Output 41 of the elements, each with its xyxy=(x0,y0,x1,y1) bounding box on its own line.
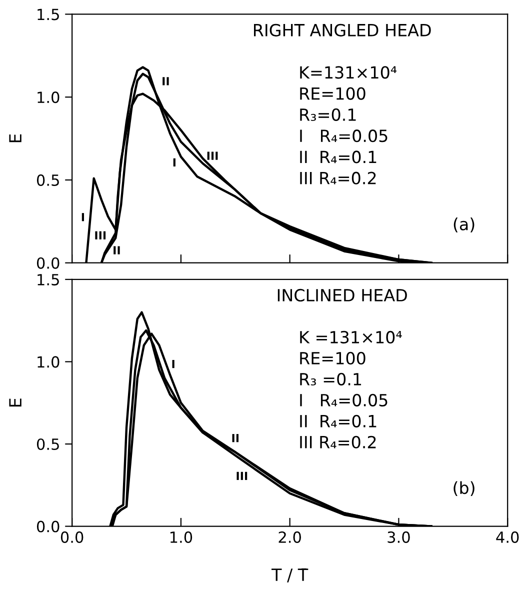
y-axis-title: E xyxy=(9,134,22,142)
y-tick-label: 1.0 xyxy=(38,92,60,104)
y-tick-label: 1.0 xyxy=(38,356,60,368)
annotation: II xyxy=(114,246,120,254)
annotation: I xyxy=(173,158,176,166)
annotation: R₃ =0.1 xyxy=(300,372,362,386)
annotation: I R₄=0.05 xyxy=(300,394,388,406)
x-tick-label: 2.0 xyxy=(278,531,301,543)
annotation: III xyxy=(95,231,106,240)
y-tick-label: 1.5 xyxy=(38,274,59,286)
annotation: II xyxy=(232,434,238,442)
annotation: III xyxy=(236,472,248,480)
annotation: I xyxy=(82,213,84,222)
annotation: K =131×10⁴ xyxy=(300,330,402,344)
annotation: II R₄=0.1 xyxy=(300,150,376,164)
x-tick-label: 0.0 xyxy=(60,531,84,543)
annotation: RE=100 xyxy=(300,87,366,100)
annotation: III xyxy=(207,152,218,160)
annotation: III R₄=0.2 xyxy=(300,436,376,448)
chart-title: RIGHT ANGLED HEAD xyxy=(254,24,431,36)
annotation: II R₄=0.1 xyxy=(300,414,376,428)
annotation: II xyxy=(162,77,169,86)
y-tick-label: 1.5 xyxy=(38,8,59,20)
annotation: I R₄=0.05 xyxy=(300,130,388,142)
x-tick-label: 4.0 xyxy=(496,531,519,543)
x-tick-label: 1.0 xyxy=(170,531,192,543)
annotation: I xyxy=(172,360,174,368)
y-tick-label: 0.0 xyxy=(36,257,60,269)
y-tick-label: 0.5 xyxy=(36,438,59,450)
annotation: RE=100 xyxy=(300,352,366,364)
annotation: R₃=0.1 xyxy=(300,108,356,121)
y-tick-label: 0.0 xyxy=(36,520,60,532)
annotation: III R₄=0.2 xyxy=(300,172,376,184)
y-tick-label: 0.5 xyxy=(36,174,59,186)
x-axis-title: T / T̄ xyxy=(271,568,308,582)
y-axis-title: E xyxy=(9,398,22,406)
annotation: (b) xyxy=(454,481,474,496)
chart-title: INCLINED HEAD xyxy=(278,288,407,302)
annotation: K=131×10⁴ xyxy=(300,66,397,79)
annotation: (a) xyxy=(454,218,474,232)
x-tick-label: 3.0 xyxy=(388,531,410,543)
